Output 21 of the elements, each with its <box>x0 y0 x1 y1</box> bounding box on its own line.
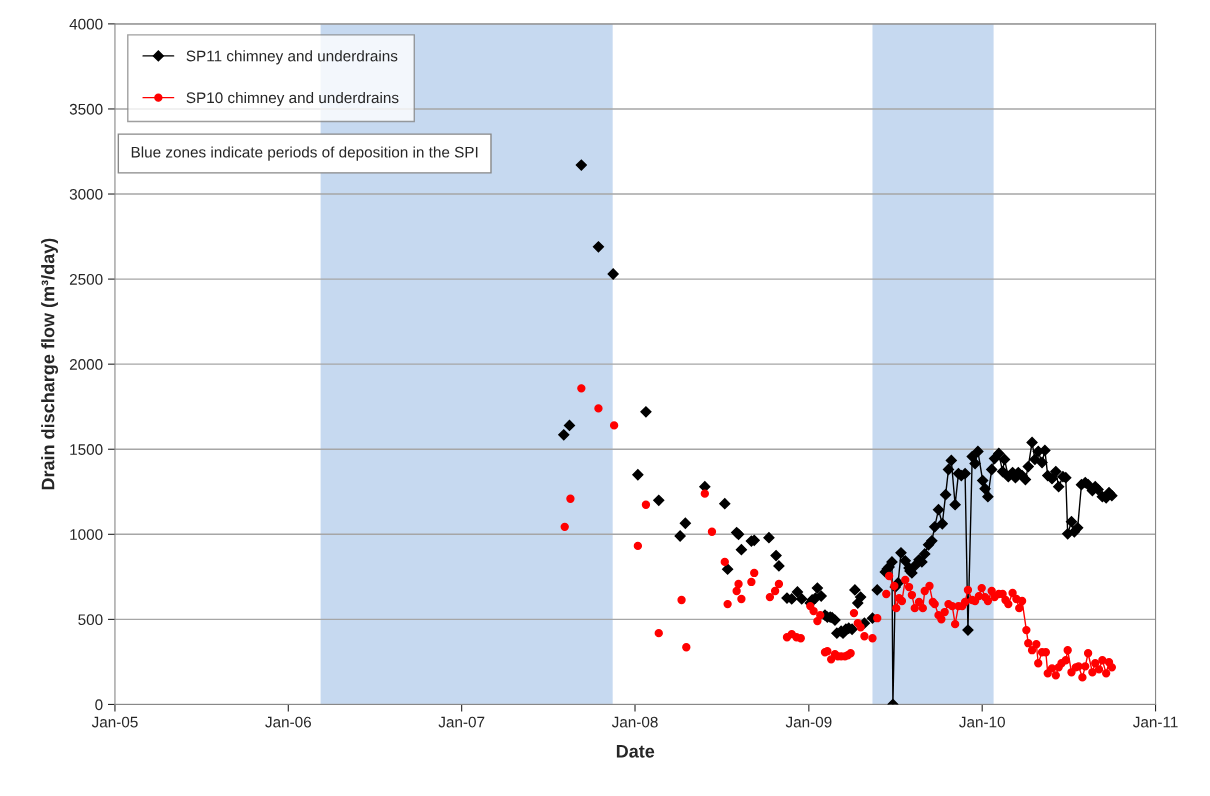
y-tick-label: 3500 <box>69 103 103 115</box>
y-tick-label: 2500 <box>69 273 103 285</box>
x-tick-label: Jan-05 <box>91 716 138 728</box>
x-tick-label: Jan-06 <box>265 716 311 728</box>
annotation: Blue zones indicate periods of deposition in the SPI <box>131 146 478 161</box>
y-tick-label: 1500 <box>70 444 103 455</box>
y-axis-title: Drain discharge flow (m³/day) <box>41 238 59 490</box>
y-tick-label: 3000 <box>69 188 103 200</box>
y-tick-label: 2000 <box>69 359 103 370</box>
legend-label: SP11 chimney and underdrains <box>186 50 398 65</box>
y-tick-label: 0 <box>95 699 103 711</box>
y-tick-label: 500 <box>78 614 103 626</box>
x-tick-label: Jan-09 <box>785 716 832 728</box>
legend-label: SP10 chimney and underdrains <box>186 91 399 107</box>
x-tick-label: Jan-11 <box>1133 716 1178 728</box>
x-tick-label: Jan-07 <box>438 716 485 728</box>
y-tick-label: 1000 <box>70 529 103 540</box>
x-tick-label: Jan-10 <box>959 716 1005 728</box>
y-tick-label: 4000 <box>69 18 103 30</box>
x-axis-title: Date <box>616 745 655 758</box>
x-tick-label: Jan-08 <box>611 716 658 728</box>
